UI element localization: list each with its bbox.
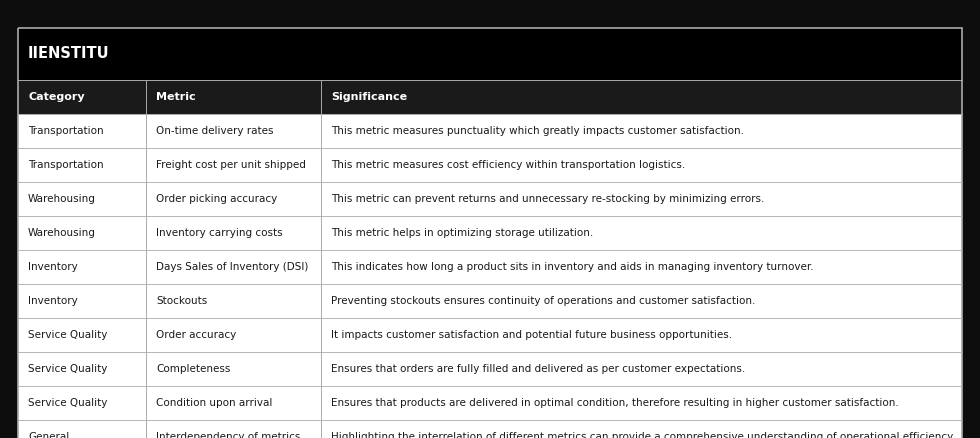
- Text: Preventing stockouts ensures continuity of operations and customer satisfaction.: Preventing stockouts ensures continuity …: [331, 296, 756, 306]
- Text: Ensures that products are delivered in optimal condition, therefore resulting in: Ensures that products are delivered in o…: [331, 398, 899, 408]
- Text: IIENSTITU: IIENSTITU: [28, 46, 110, 61]
- Bar: [18, 80, 962, 114]
- Text: Order accuracy: Order accuracy: [156, 330, 236, 340]
- Text: Ensures that orders are fully filled and delivered as per customer expectations.: Ensures that orders are fully filled and…: [331, 364, 745, 374]
- Bar: [18, 28, 962, 80]
- Text: This metric measures punctuality which greatly impacts customer satisfaction.: This metric measures punctuality which g…: [331, 126, 744, 136]
- Text: This indicates how long a product sits in inventory and aids in managing invento: This indicates how long a product sits i…: [331, 262, 813, 272]
- Text: Stockouts: Stockouts: [156, 296, 207, 306]
- Text: Metric: Metric: [156, 92, 196, 102]
- Text: Category: Category: [28, 92, 84, 102]
- Text: Significance: Significance: [331, 92, 407, 102]
- Text: Transportation: Transportation: [28, 160, 104, 170]
- Text: Inventory: Inventory: [28, 296, 77, 306]
- Text: Interdependency of metrics: Interdependency of metrics: [156, 432, 301, 438]
- Text: Days Sales of Inventory (DSI): Days Sales of Inventory (DSI): [156, 262, 309, 272]
- Text: This metric can prevent returns and unnecessary re-stocking by minimizing errors: This metric can prevent returns and unne…: [331, 194, 764, 204]
- Text: Warehousing: Warehousing: [28, 194, 96, 204]
- Text: Inventory: Inventory: [28, 262, 77, 272]
- Text: Highlighting the interrelation of different metrics can provide a comprehensive : Highlighting the interrelation of differ…: [331, 432, 956, 438]
- Text: Service Quality: Service Quality: [28, 330, 108, 340]
- Text: On-time delivery rates: On-time delivery rates: [156, 126, 273, 136]
- Text: Order picking accuracy: Order picking accuracy: [156, 194, 277, 204]
- Text: Condition upon arrival: Condition upon arrival: [156, 398, 272, 408]
- Text: Transportation: Transportation: [28, 126, 104, 136]
- Text: Completeness: Completeness: [156, 364, 230, 374]
- Text: Warehousing: Warehousing: [28, 228, 96, 238]
- Text: This metric measures cost efficiency within transportation logistics.: This metric measures cost efficiency wit…: [331, 160, 685, 170]
- Text: Service Quality: Service Quality: [28, 364, 108, 374]
- Text: This metric helps in optimizing storage utilization.: This metric helps in optimizing storage …: [331, 228, 593, 238]
- Text: It impacts customer satisfaction and potential future business opportunities.: It impacts customer satisfaction and pot…: [331, 330, 732, 340]
- Text: Service Quality: Service Quality: [28, 398, 108, 408]
- Text: Inventory carrying costs: Inventory carrying costs: [156, 228, 282, 238]
- Text: Freight cost per unit shipped: Freight cost per unit shipped: [156, 160, 306, 170]
- Text: General: General: [28, 432, 70, 438]
